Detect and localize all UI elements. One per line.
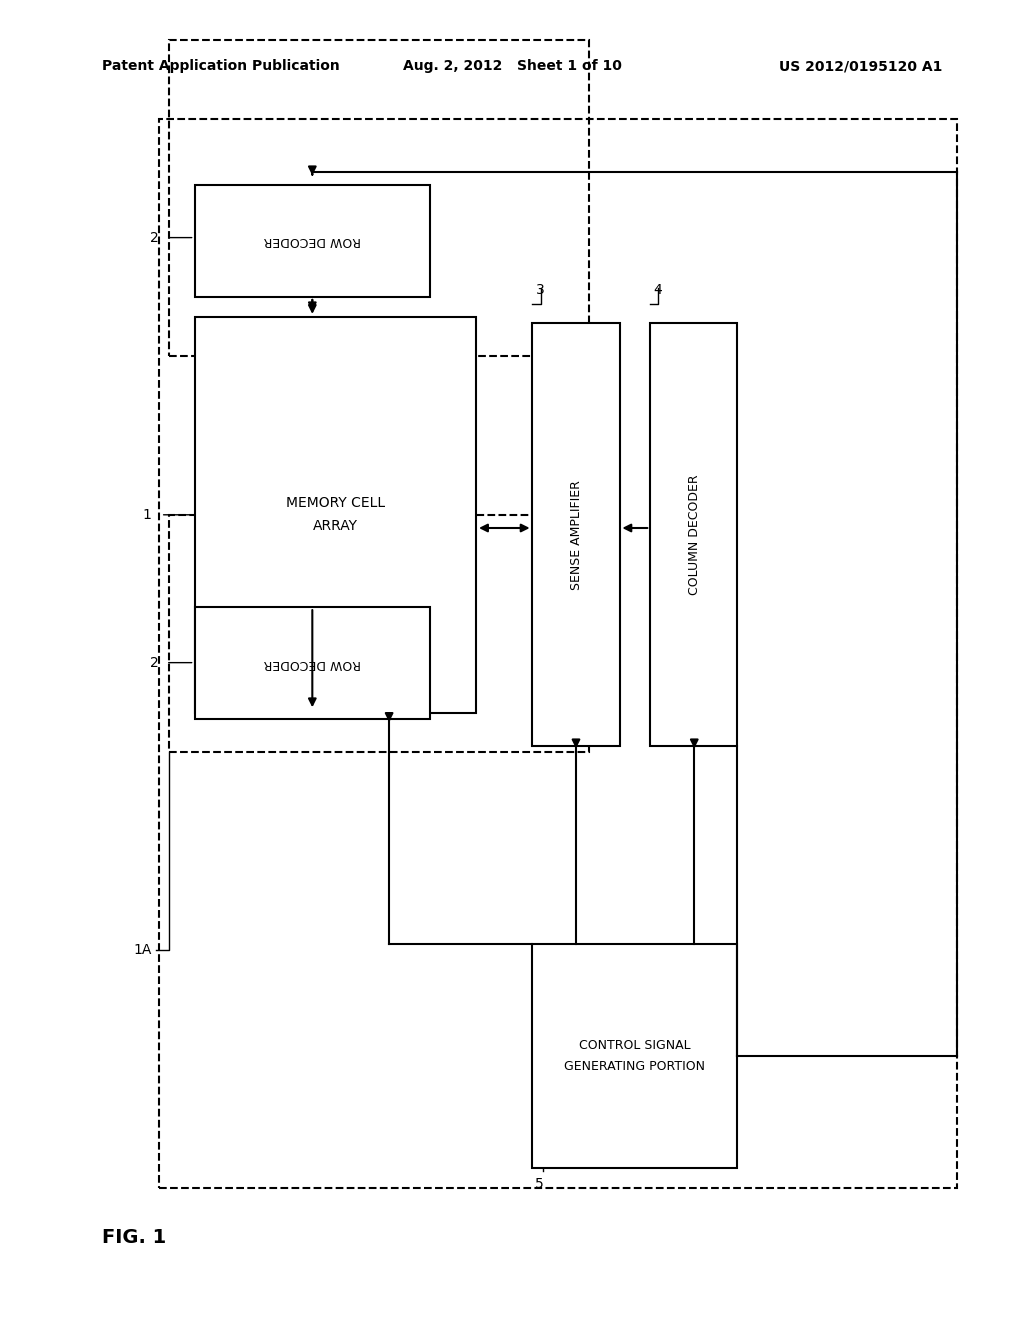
FancyBboxPatch shape xyxy=(195,317,476,713)
Text: COLUMN DECODER: COLUMN DECODER xyxy=(688,474,700,595)
FancyBboxPatch shape xyxy=(532,944,737,1168)
Text: Patent Application Publication: Patent Application Publication xyxy=(102,59,340,74)
Text: ROW DECODER: ROW DECODER xyxy=(263,657,361,669)
FancyBboxPatch shape xyxy=(195,607,430,719)
Text: CONTROL SIGNAL
GENERATING PORTION: CONTROL SIGNAL GENERATING PORTION xyxy=(564,1039,706,1073)
Text: 4: 4 xyxy=(653,282,663,297)
Text: 1A: 1A xyxy=(133,944,152,957)
Text: 5: 5 xyxy=(535,1177,544,1192)
Text: 3: 3 xyxy=(536,282,545,297)
Text: 2: 2 xyxy=(150,656,159,669)
Text: Aug. 2, 2012   Sheet 1 of 10: Aug. 2, 2012 Sheet 1 of 10 xyxy=(402,59,622,74)
Text: ROW DECODER: ROW DECODER xyxy=(263,235,361,247)
FancyBboxPatch shape xyxy=(195,185,430,297)
FancyBboxPatch shape xyxy=(532,323,620,746)
Text: 2: 2 xyxy=(150,231,159,244)
Text: US 2012/0195120 A1: US 2012/0195120 A1 xyxy=(778,59,942,74)
Text: 1: 1 xyxy=(142,508,152,521)
Text: SENSE AMPLIFIER: SENSE AMPLIFIER xyxy=(569,479,583,590)
Text: FIG. 1: FIG. 1 xyxy=(102,1229,167,1247)
FancyBboxPatch shape xyxy=(650,323,737,746)
Text: MEMORY CELL
ARRAY: MEMORY CELL ARRAY xyxy=(287,496,385,533)
